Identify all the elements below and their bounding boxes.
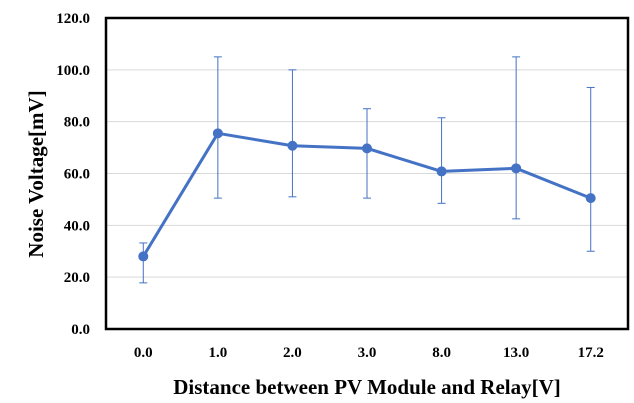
x-tick-label: 17.2 [578,345,604,361]
error-bar [363,108,371,199]
y-tick-label: 60.0 [64,167,90,183]
x-tick-label: 13.0 [503,345,529,361]
y-tick-label: 100.0 [56,63,90,79]
x-tick-label: 2.0 [283,345,302,361]
x-tick-label: 3.0 [358,345,377,361]
error-bar [139,242,148,284]
data-points [138,128,596,262]
error-bar [288,69,297,198]
data-point [362,143,372,154]
y-tick-labels: 0.0 20.0 40.0 60.0 80.0 100.0 120.0 [56,11,90,338]
error-bar [437,117,446,204]
y-tick-label: 0.0 [71,322,90,338]
data-point [585,193,596,204]
y-tick-label: 20.0 [64,270,90,286]
y-tick-label: 80.0 [64,115,90,131]
y-axis-label: Noise Voltage[mV] [24,90,48,257]
x-tick-label: 0.0 [134,345,153,361]
x-tick-label: 1.0 [208,345,227,361]
data-point [287,140,298,151]
x-tick-label: 8.0 [432,345,451,361]
data-point [436,166,447,177]
data-point [212,128,223,139]
data-point [138,251,149,262]
y-tick-label: 120.0 [56,11,90,27]
error-bars [139,56,595,284]
plot-area-frame [104,16,630,331]
x-axis-label: Distance between PV Module and Relay[V] [173,375,561,399]
x-tick-labels: 0.0 1.0 2.0 3.0 8.0 13.0 17.2 [134,345,604,361]
error-bar [213,56,222,199]
error-bar [586,86,595,252]
error-bar [512,56,521,220]
y-tick-label: 40.0 [64,218,90,234]
data-point [511,163,522,174]
